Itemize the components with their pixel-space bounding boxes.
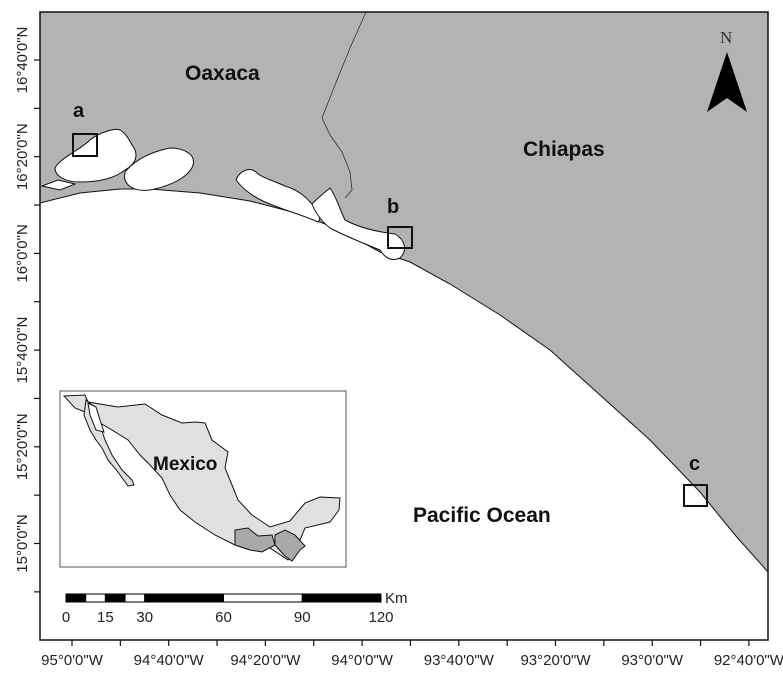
- lagoon-east-2: [311, 187, 406, 261]
- site-label-a: a: [73, 100, 85, 122]
- y-tick-label: 16°40'0"N: [14, 27, 31, 94]
- scale-label: 60: [215, 609, 232, 626]
- scale-label: 30: [136, 609, 153, 626]
- scale-segment: [144, 593, 224, 603]
- scale-segment: [85, 593, 106, 603]
- x-tick-label: 94°40'0"W: [134, 652, 205, 669]
- site-box-a[interactable]: [72, 133, 98, 157]
- scale-segment: [124, 593, 146, 603]
- scale-segment: [104, 593, 126, 603]
- site-box-b[interactable]: [387, 226, 413, 249]
- scale-bar: 0 15 30 60 90 120 Km: [62, 590, 408, 626]
- y-tick-label: 15°40'0"N: [14, 317, 31, 384]
- north-arrow-icon: [707, 52, 747, 112]
- x-tick-label: 94°20'0"W: [230, 652, 301, 669]
- ocean-label: Pacific Ocean: [413, 504, 551, 527]
- inset-label-mexico: Mexico: [153, 454, 217, 475]
- y-tick-label: 16°0'0"N: [14, 224, 31, 282]
- lagoons: [40, 129, 406, 261]
- site-box-c[interactable]: [683, 484, 708, 507]
- state-label-chiapas: Chiapas: [523, 138, 605, 161]
- x-tick-label: 93°20'0"W: [520, 652, 591, 669]
- state-border: [321, 11, 367, 199]
- scale-label: 90: [294, 609, 311, 626]
- y-tick-label: 15°20'0"N: [14, 413, 31, 480]
- inset-mexico-mainland: [62, 394, 341, 561]
- scale-segment: [65, 593, 87, 603]
- x-tick-label: 93°0'0"W: [621, 652, 684, 669]
- land-area: [39, 11, 769, 574]
- x-tick-label: 94°0'0"W: [331, 652, 394, 669]
- lagoon-inferior: [124, 147, 194, 191]
- scale-segment: [223, 593, 303, 603]
- scale-label: 15: [97, 609, 114, 626]
- axes: 95°0'0"W 94°40'0"W 94°20'0"W 94°0'0"W 93°40'…: [14, 27, 783, 669]
- x-tick-label: 93°40'0"W: [424, 652, 495, 669]
- lagoon-west-strip: [40, 179, 77, 191]
- scale-segment: [301, 593, 382, 603]
- north-arrow: N: [707, 28, 747, 112]
- state-label-oaxaca: Oaxaca: [185, 62, 260, 85]
- inset-chiapas: [274, 529, 306, 562]
- site-label-c: c: [689, 453, 700, 475]
- inset-gulf: [87, 402, 105, 433]
- inset-map: Mexico: [59, 390, 347, 568]
- site-label-b: b: [387, 196, 399, 218]
- scale-label: 0: [62, 609, 70, 626]
- x-tick-label: 95°0'0"W: [41, 652, 104, 669]
- map-frame: [39, 11, 769, 641]
- x-tick-label: 92°40'0"W: [714, 652, 783, 669]
- y-tick-label: 15°0'0"N: [14, 514, 31, 572]
- scale-label: 120: [368, 609, 393, 626]
- north-label: N: [720, 28, 732, 47]
- y-tick-label: 16°20'0"N: [14, 123, 31, 190]
- scale-unit: Km: [385, 590, 408, 607]
